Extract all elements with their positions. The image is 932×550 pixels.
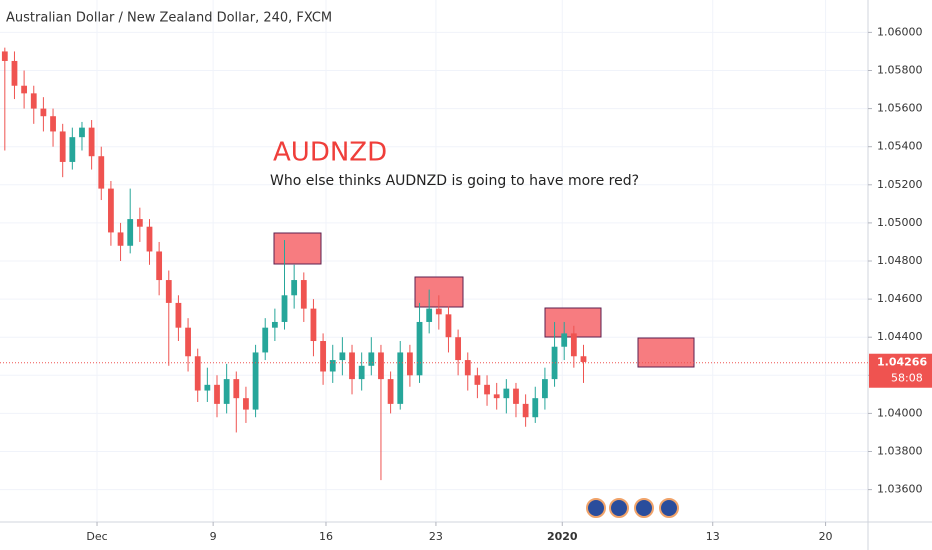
candle-body [503,388,510,399]
candle-body [368,352,375,366]
candle-body [542,379,548,399]
y-tick-label: 1.03800 [877,445,923,458]
candle-body [204,384,211,391]
candle-body [339,352,346,361]
drawn-box [637,337,695,368]
candle-body [117,232,124,246]
candle-body [329,360,336,372]
y-tick-label: 1.05800 [877,63,923,76]
candle-body [561,333,568,347]
x-tick-label: 23 [429,530,443,543]
y-tick-label: 1.04800 [877,254,923,267]
candle-body [88,127,95,157]
candle-body [532,398,539,418]
candle-body [474,375,481,385]
candle-body [243,398,249,410]
event-icon[interactable] [659,498,679,518]
candle-body [146,226,153,252]
candle-body [252,352,259,410]
candle-body [310,308,317,342]
candle-body [223,379,230,404]
candle-body [11,60,18,86]
candle-body [397,352,404,404]
last-price-label: 1.04266 [877,356,927,369]
y-tick-label: 1.04400 [877,330,923,343]
candle-body [194,356,201,391]
candle-body [79,127,85,138]
x-tick-label: 13 [706,530,720,543]
event-icons [586,498,679,518]
candle-body [281,295,288,322]
candle-body [233,379,240,399]
y-tick-label: 1.06000 [877,25,923,38]
candle-body [127,219,134,246]
candle-body [378,352,384,380]
y-tick-label: 1.05000 [877,216,923,229]
candle-body [493,394,500,399]
y-tick-label: 1.04600 [877,292,923,305]
last-price-box [869,353,932,388]
candle-body [464,360,471,376]
x-tick-label: 20 [819,530,833,543]
candle-body [108,188,114,233]
candle-body [69,137,76,162]
candle-body [387,379,394,404]
candle-body [262,327,269,353]
y-tick-label: 1.03600 [877,483,923,496]
x-tick-label: Dec [86,530,107,543]
candle-body [513,388,519,404]
candle-body [30,93,37,109]
drawn-box [273,232,322,265]
candle-body [21,85,28,94]
candle-body [59,131,66,162]
drawn-box [544,307,602,338]
candle-body [445,314,452,338]
annotation-title: AUDNZD [273,138,387,168]
x-tick-label: 9 [210,530,217,543]
candle-body [185,327,191,357]
candle-body [320,341,326,372]
event-icon[interactable] [586,498,606,518]
countdown-label: 58:08 [891,372,923,385]
candle-body [570,333,577,357]
candle-body [214,384,220,404]
candle-body [580,356,587,362]
event-icon[interactable] [609,498,629,518]
annotation-text: Who else thinks AUDNZD is going to have … [270,173,639,189]
candle-body [291,280,298,296]
candle-body [522,403,529,418]
y-tick-label: 1.05600 [877,102,923,115]
candle-body [1,51,8,61]
candle-body [165,280,172,303]
plot [1,47,587,481]
candle-body [416,321,423,376]
candle-body [484,384,490,395]
chart-title: Australian Dollar / New Zealand Dollar, … [6,11,332,26]
candle-body [175,302,182,328]
candle-body [455,337,462,361]
candle-body [551,346,558,380]
x-tick-label: 16 [319,530,333,543]
candle-body [136,219,143,227]
candle-body [435,308,442,315]
candle-body [406,352,413,376]
event-icon[interactable] [634,498,654,518]
candle-body [156,251,163,281]
candle-body [98,156,105,189]
y-tick-label: 1.04000 [877,406,923,419]
candle-body [300,280,307,309]
candle-body [358,365,365,380]
x-tick-label: 2020 [547,530,578,543]
candle-body [349,352,355,380]
candle-body [40,108,47,117]
y-tick-label: 1.05400 [877,140,923,153]
candle-body [271,321,278,328]
candle-body [50,116,56,132]
y-tick-label: 1.05200 [877,178,923,191]
candle-body [426,308,433,322]
